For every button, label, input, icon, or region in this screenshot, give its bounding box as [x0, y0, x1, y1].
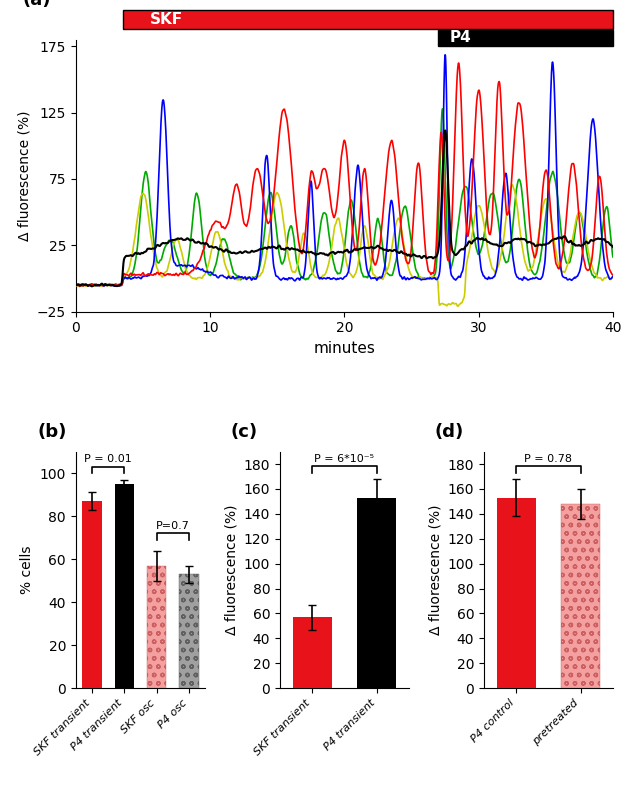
Text: SKF: SKF: [150, 12, 183, 27]
Bar: [179, 574, 198, 688]
Y-axis label: Δ fluorescence (%): Δ fluorescence (%): [224, 505, 238, 635]
Y-axis label: Δ fluorescence (%): Δ fluorescence (%): [18, 111, 32, 240]
Bar: [147, 566, 166, 688]
Text: (d): (d): [435, 423, 464, 441]
Text: (b): (b): [37, 423, 66, 441]
Text: P = 0.78: P = 0.78: [525, 454, 573, 464]
Text: (a): (a): [22, 0, 51, 9]
FancyBboxPatch shape: [439, 29, 613, 46]
Bar: [497, 498, 535, 688]
Y-axis label: Δ fluorescence (%): Δ fluorescence (%): [428, 505, 442, 635]
FancyBboxPatch shape: [123, 9, 613, 28]
Text: P = 6*10⁻⁵: P = 6*10⁻⁵: [315, 454, 374, 464]
Y-axis label: % cells: % cells: [20, 546, 34, 594]
X-axis label: minutes: minutes: [313, 341, 375, 356]
Text: (c): (c): [231, 423, 258, 441]
Bar: [357, 498, 396, 688]
Bar: [561, 504, 600, 688]
Text: P = 0.01: P = 0.01: [84, 455, 132, 464]
Bar: [82, 501, 102, 688]
Bar: [114, 484, 134, 688]
Bar: [293, 617, 332, 688]
Text: P4: P4: [449, 30, 471, 45]
Text: P=0.7: P=0.7: [155, 521, 190, 531]
